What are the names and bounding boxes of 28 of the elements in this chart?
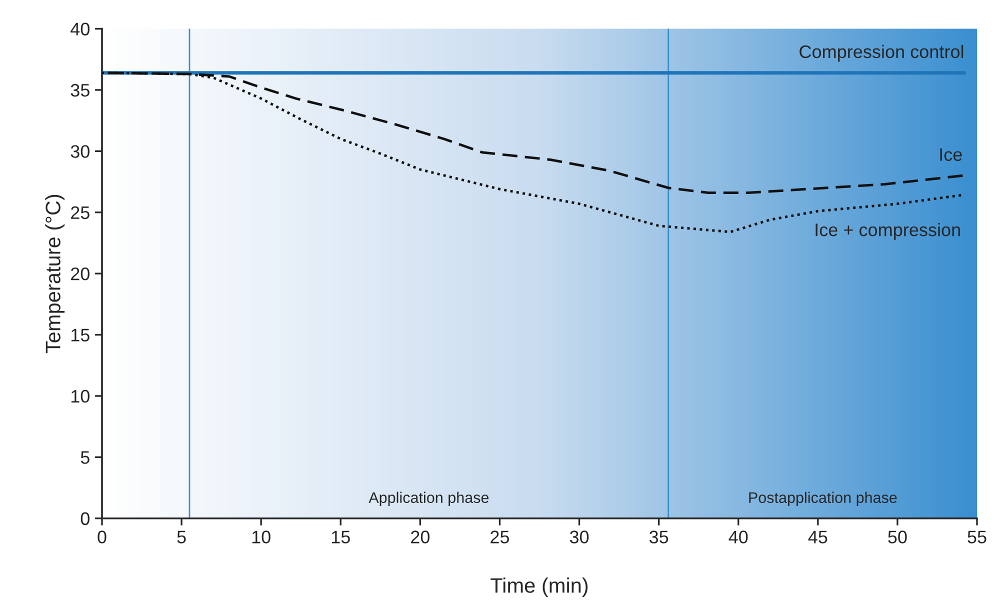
x-tick-label: 35 [649,530,668,544]
x-tick-label: 30 [570,530,589,544]
series-label: Ice [940,148,962,161]
x-tick-label: 10 [252,530,270,544]
y-axis-title: Temperature (°C) [45,194,65,354]
x-tick-label: 55 [968,530,986,544]
x-tick-label: 0 [98,530,106,544]
y-tick-label: 35 [70,84,90,97]
y-tick-label: 25 [71,206,90,220]
y-tick-label: 5 [80,451,90,464]
x-tick-label: 20 [411,530,430,544]
x-tick-label: 15 [332,530,350,544]
series-label: Compression control [800,44,964,62]
y-tick-label: 0 [80,512,90,526]
x-tick-label: 45 [808,530,828,544]
series-label: Ice + compression [816,223,960,240]
x-tick-label: 40 [728,530,748,544]
x-tick-label: 5 [177,530,186,544]
y-tick-label: 40 [70,22,90,36]
y-tick-label: 20 [71,268,90,280]
annotation: Postapplication phase [749,492,897,506]
x-tick-label: 25 [490,530,510,544]
x-axis-title: Time (min) [490,578,588,597]
y-tick-label: 10 [71,390,90,403]
y-tick-label: 15 [71,328,90,342]
x-tick-label: 50 [888,530,907,544]
y-tick-label: 30 [70,145,90,158]
annotation: Application phase [368,492,489,506]
